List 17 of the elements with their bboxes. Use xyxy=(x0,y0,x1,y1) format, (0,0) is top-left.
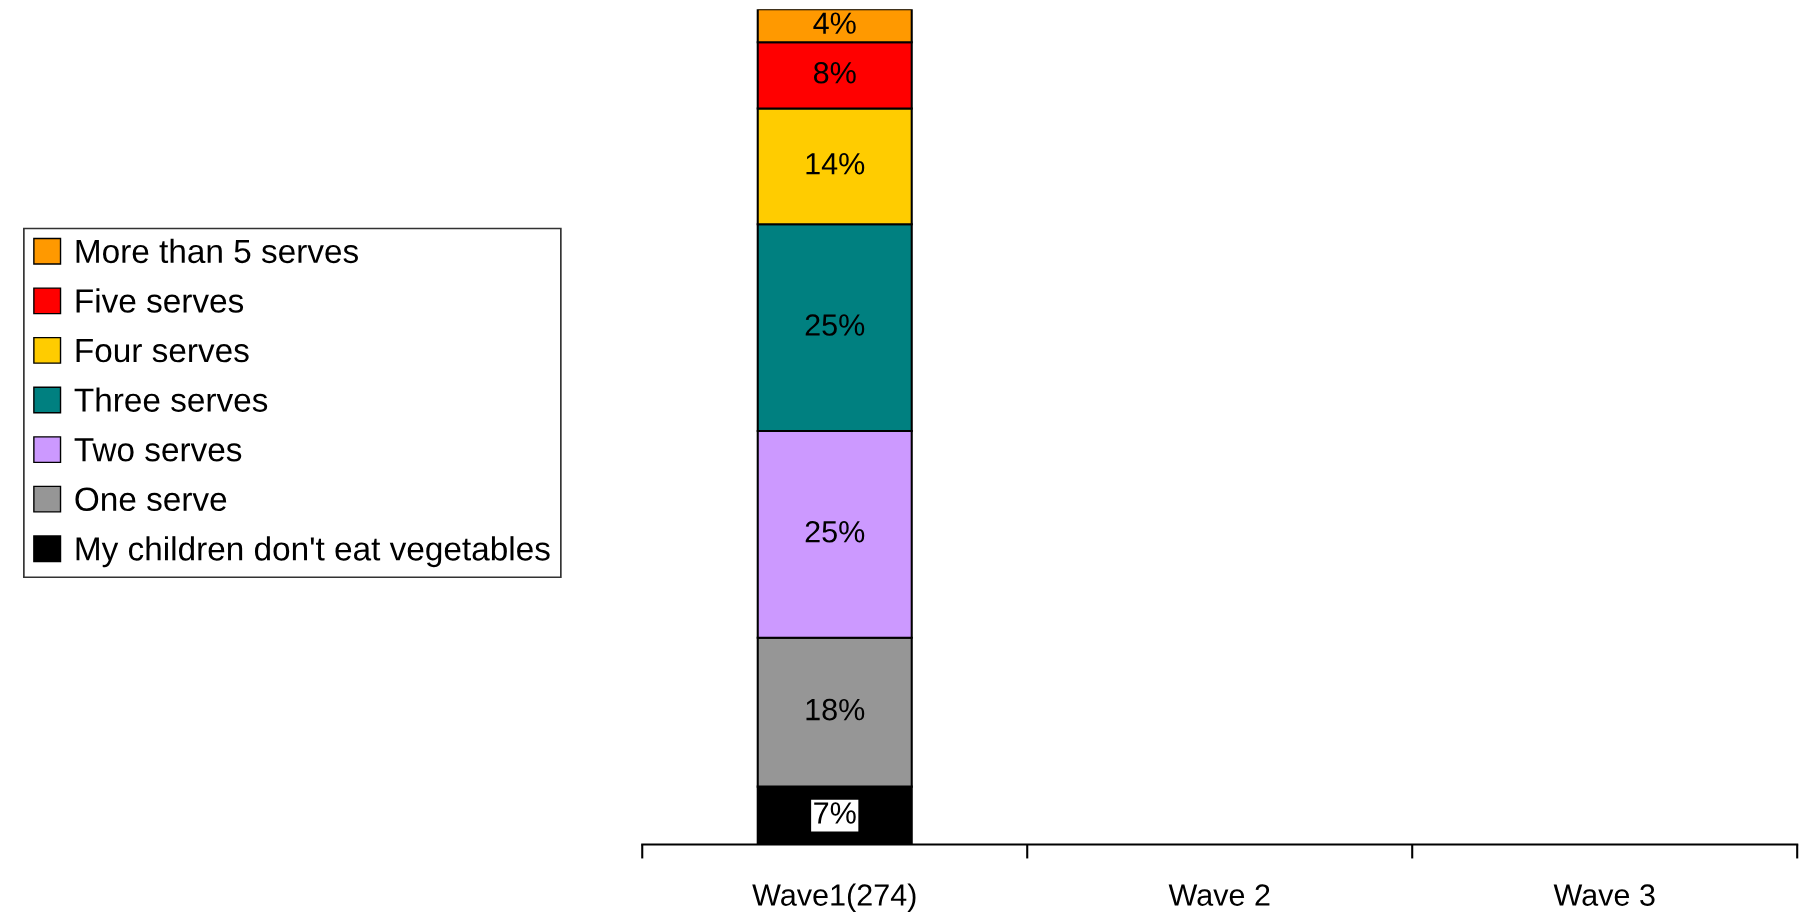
legend-label: One serve xyxy=(75,487,227,512)
x-tick-label: Wave 2 xyxy=(1168,884,1270,906)
legend-label: My children don't eat vegetables xyxy=(76,536,550,568)
data-label: 8% xyxy=(813,61,856,84)
x-tick-label: Wave1(274) xyxy=(752,883,916,912)
data-label: 4% xyxy=(813,12,856,34)
data-label: 25% xyxy=(805,314,865,336)
x-tick-label: Wave 3 xyxy=(1553,884,1655,906)
data-label: 14% xyxy=(806,153,865,175)
data-label: 25% xyxy=(805,520,865,543)
data-label: 7% xyxy=(814,802,856,824)
legend-label: Three serves xyxy=(74,387,268,412)
data-label: 18% xyxy=(806,698,865,721)
legend-label: Five serves xyxy=(76,288,244,313)
legend-label: Four serves xyxy=(76,339,249,363)
legend-label: Two serves xyxy=(74,438,242,462)
legend-label: More than 5 serves xyxy=(76,238,358,264)
